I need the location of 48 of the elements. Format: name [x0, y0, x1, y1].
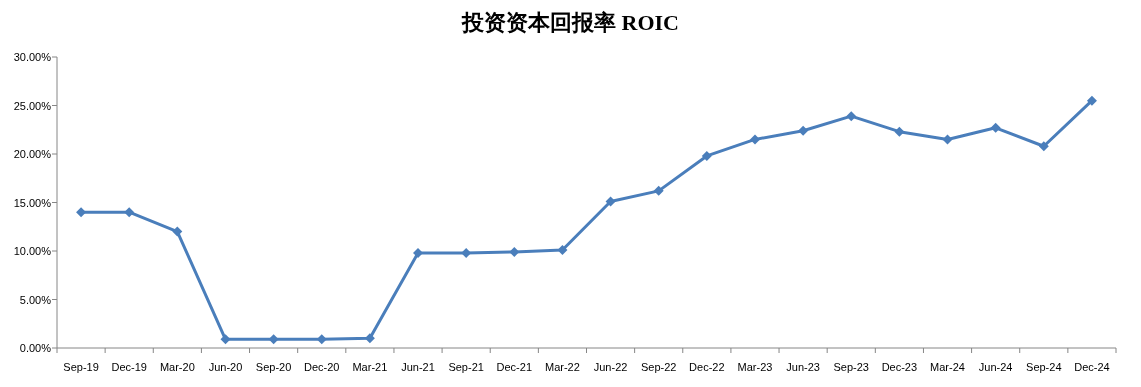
point: [557, 245, 568, 256]
x-tick-label: Dec-23: [881, 361, 918, 373]
y-tick-label: 10.00%: [13, 245, 52, 257]
x-tick-label: Sep-23: [833, 361, 869, 373]
point: [798, 125, 809, 136]
y-tick-label: 25.00%: [13, 99, 52, 112]
point: [1086, 95, 1097, 106]
x-tick-label: Dec-22: [689, 361, 725, 373]
x-tick-label: Jun-20: [208, 361, 243, 373]
x-tick-label: Sep-19: [63, 361, 99, 373]
x-tick-label: Mar-21: [352, 361, 388, 373]
y-tick-label: 0.00%: [19, 342, 52, 354]
y-tick-label: 30.00%: [13, 51, 52, 63]
point: [316, 334, 327, 345]
x-tick-label: Jun-24: [978, 361, 1013, 373]
x-tick-label: Sep-22: [640, 361, 677, 373]
x-tick-label: Mar-23: [737, 361, 773, 373]
point: [942, 134, 953, 145]
point: [894, 126, 905, 137]
point: [1038, 141, 1049, 152]
x-tick-label: Jun-22: [593, 361, 628, 373]
point: [846, 111, 857, 122]
x-tick-label: Sep-24: [1026, 361, 1062, 373]
x-tick-label: Sep-20: [255, 361, 292, 373]
point: [653, 185, 664, 196]
point: [990, 122, 1001, 133]
point: [172, 226, 183, 237]
x-tick-label: Dec-24: [1074, 361, 1110, 373]
point: [701, 150, 712, 161]
y-tick-label: 20.00%: [13, 148, 52, 160]
point: [749, 134, 760, 145]
x-tick-label: Mar-24: [930, 361, 965, 373]
x-tick-label: Jun-21: [401, 361, 435, 373]
x-tick-label: Mar-20: [159, 361, 195, 373]
x-tick-label: Mar-22: [545, 361, 580, 373]
x-tick-label: Dec-20: [304, 361, 340, 373]
point: [124, 207, 135, 218]
x-tick-label: Jun-23: [786, 361, 820, 373]
x-tick-label: Sep-21: [448, 361, 484, 373]
y-tick-label: 15.00%: [13, 196, 52, 209]
x-tick-label: Dec-19: [111, 361, 147, 373]
y-tick-label: 5.00%: [19, 293, 52, 306]
point: [220, 334, 231, 345]
point: [509, 246, 520, 257]
point: [268, 334, 279, 345]
x-tick-label: Dec-21: [496, 361, 533, 373]
point: [605, 196, 616, 207]
chart-title: 投资资本回报率 ROIC: [461, 10, 679, 35]
